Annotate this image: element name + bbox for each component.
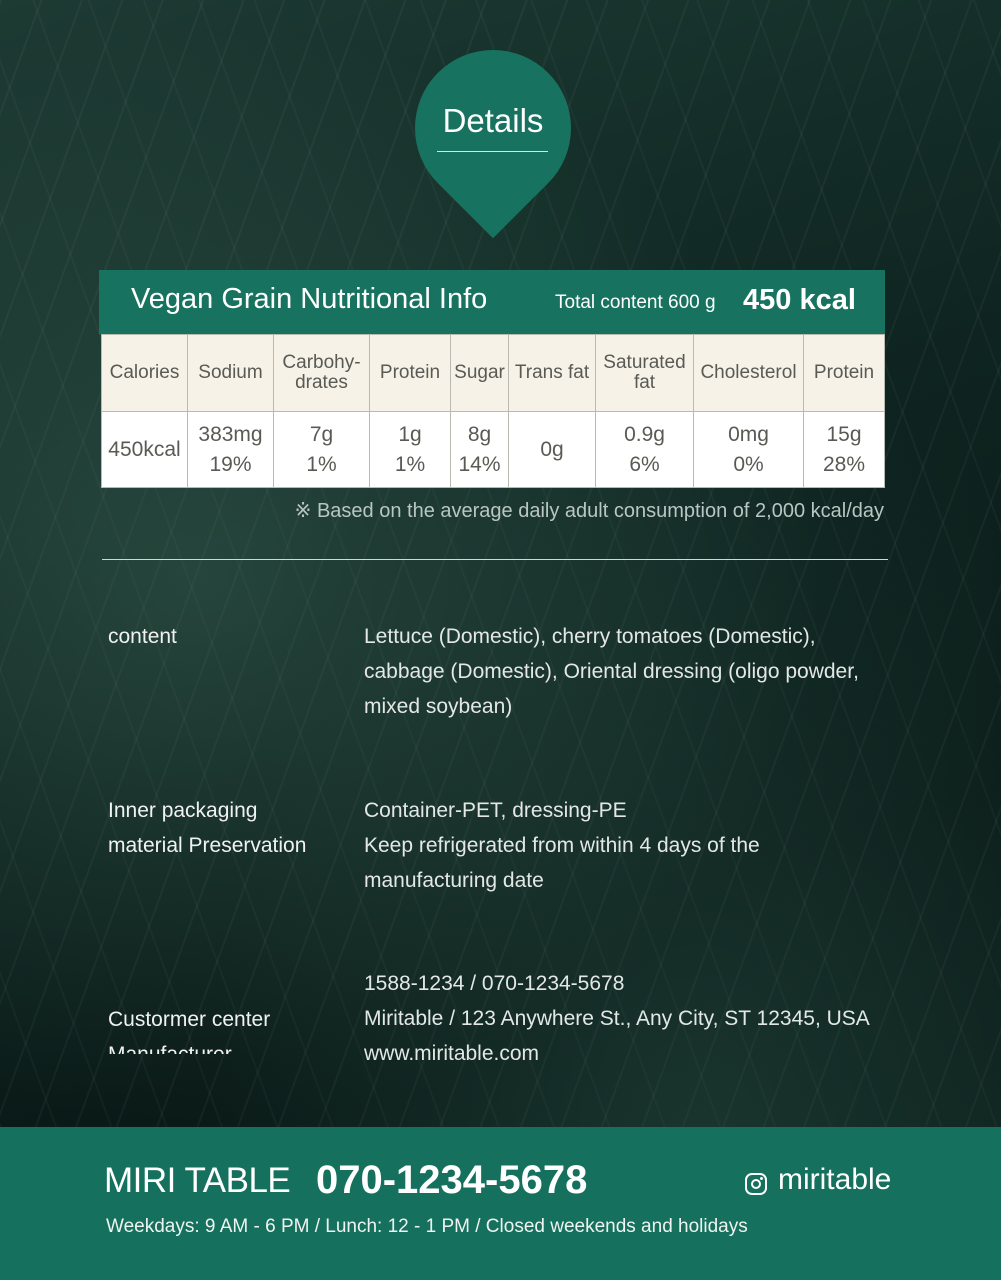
header-carbohydrates-label: Carbohy- drates bbox=[282, 352, 361, 393]
value-cholesterol: 0mg 0% bbox=[693, 411, 804, 488]
instagram-icon[interactable] bbox=[745, 1173, 767, 1195]
value-carbohydrates-percent: 1% bbox=[306, 452, 337, 476]
title-underline bbox=[437, 151, 548, 152]
header-saturated-fat: Saturated fat bbox=[595, 334, 694, 412]
customer-center-label: Custormer center bbox=[108, 1008, 271, 1031]
value-saturated-fat-amount: 0.9g bbox=[624, 422, 665, 446]
value-protein: 1g 1% bbox=[369, 411, 451, 488]
section-divider bbox=[102, 559, 888, 560]
value-calories: 450kcal bbox=[101, 411, 188, 488]
instagram-handle[interactable]: miritable bbox=[778, 1163, 892, 1196]
manufacturer-label-text: Manufacturer bbox=[108, 1037, 232, 1054]
value-protein-2-percent: 28% bbox=[822, 452, 866, 476]
value-cholesterol-amount: 0mg bbox=[728, 422, 769, 446]
footer-phone[interactable]: 070-1234-5678 bbox=[316, 1158, 588, 1202]
brand-name: MIRI TABLE bbox=[104, 1161, 291, 1200]
customer-phone: 1588-1234 / 070-1234-5678 bbox=[364, 972, 625, 995]
value-protein-amount: 1g bbox=[398, 422, 422, 446]
value-cholesterol-percent: 0% bbox=[733, 452, 764, 476]
value-sugar-amount: 8g bbox=[467, 422, 492, 446]
daily-value-note: ※ Based on the average daily adult consu… bbox=[294, 500, 884, 522]
value-sodium-amount: 383mg bbox=[198, 422, 263, 446]
header-calories: Calories bbox=[101, 334, 188, 412]
value-carbohydrates-amount: 7g bbox=[309, 422, 334, 446]
value-protein-2-amount: 15g bbox=[826, 422, 862, 446]
header-saturated-fat-label: Saturated fat bbox=[603, 352, 686, 393]
value-saturated-fat: 0.9g 6% bbox=[595, 411, 694, 488]
packaging-text-2: Keep refrigerated from within 4 days of … bbox=[364, 834, 760, 892]
value-sugar-percent: 14% bbox=[458, 452, 501, 476]
header-carbohydrates: Carbohy- drates bbox=[273, 334, 370, 412]
value-trans-fat: 0g bbox=[508, 411, 596, 488]
nutrition-table: Calories Sodium Carbohy- drates Protein … bbox=[101, 334, 885, 488]
total-kcal: 450 kcal bbox=[743, 284, 856, 316]
value-protein-percent: 1% bbox=[394, 452, 426, 476]
business-hours: Weekdays: 9 AM - 6 PM / Lunch: 12 - 1 PM… bbox=[106, 1216, 748, 1237]
header-trans-fat: Trans fat bbox=[508, 334, 596, 412]
header-sugar: Sugar bbox=[450, 334, 509, 412]
value-protein-2: 15g 28% bbox=[803, 411, 885, 488]
header-protein-2: Protein bbox=[803, 334, 885, 412]
header-protein: Protein bbox=[369, 334, 451, 412]
nutrition-title: Vegan Grain Nutritional Info bbox=[131, 283, 488, 315]
value-sodium: 383mg 19% bbox=[187, 411, 274, 488]
value-calories-amount: 450kcal bbox=[108, 437, 181, 461]
value-sodium-percent: 19% bbox=[209, 452, 252, 476]
packaging-text-1: Container-PET, dressing-PE bbox=[364, 799, 627, 822]
packaging-label-2: material Preservation bbox=[108, 834, 307, 857]
content-label: content bbox=[108, 625, 177, 648]
packaging-label-1: Inner packaging bbox=[108, 799, 258, 822]
page-title: Details bbox=[442, 102, 544, 139]
header-sodium: Sodium bbox=[187, 334, 274, 412]
value-sugar: 8g 14% bbox=[450, 411, 509, 488]
value-carbohydrates: 7g 1% bbox=[273, 411, 370, 488]
value-trans-fat-amount: 0g bbox=[540, 437, 564, 461]
website-link[interactable]: www.miritable.com bbox=[364, 1042, 540, 1065]
total-content: Total content 600 g bbox=[555, 292, 716, 313]
content-text: Lettuce (Domestic), cherry tomatoes (Dom… bbox=[364, 625, 859, 718]
footer: MIRI TABLE 070-1234-5678 miritable Weekd… bbox=[0, 1127, 1001, 1280]
nutrition-header: Vegan Grain Nutritional Info Total conte… bbox=[99, 270, 885, 334]
manufacturer-label: Manufacturer bbox=[108, 1037, 232, 1054]
manufacturer-address: Miritable / 123 Anywhere St., Any City, … bbox=[364, 1007, 870, 1030]
value-saturated-fat-percent: 6% bbox=[629, 452, 660, 476]
header-cholesterol: Cholesterol bbox=[693, 334, 804, 412]
